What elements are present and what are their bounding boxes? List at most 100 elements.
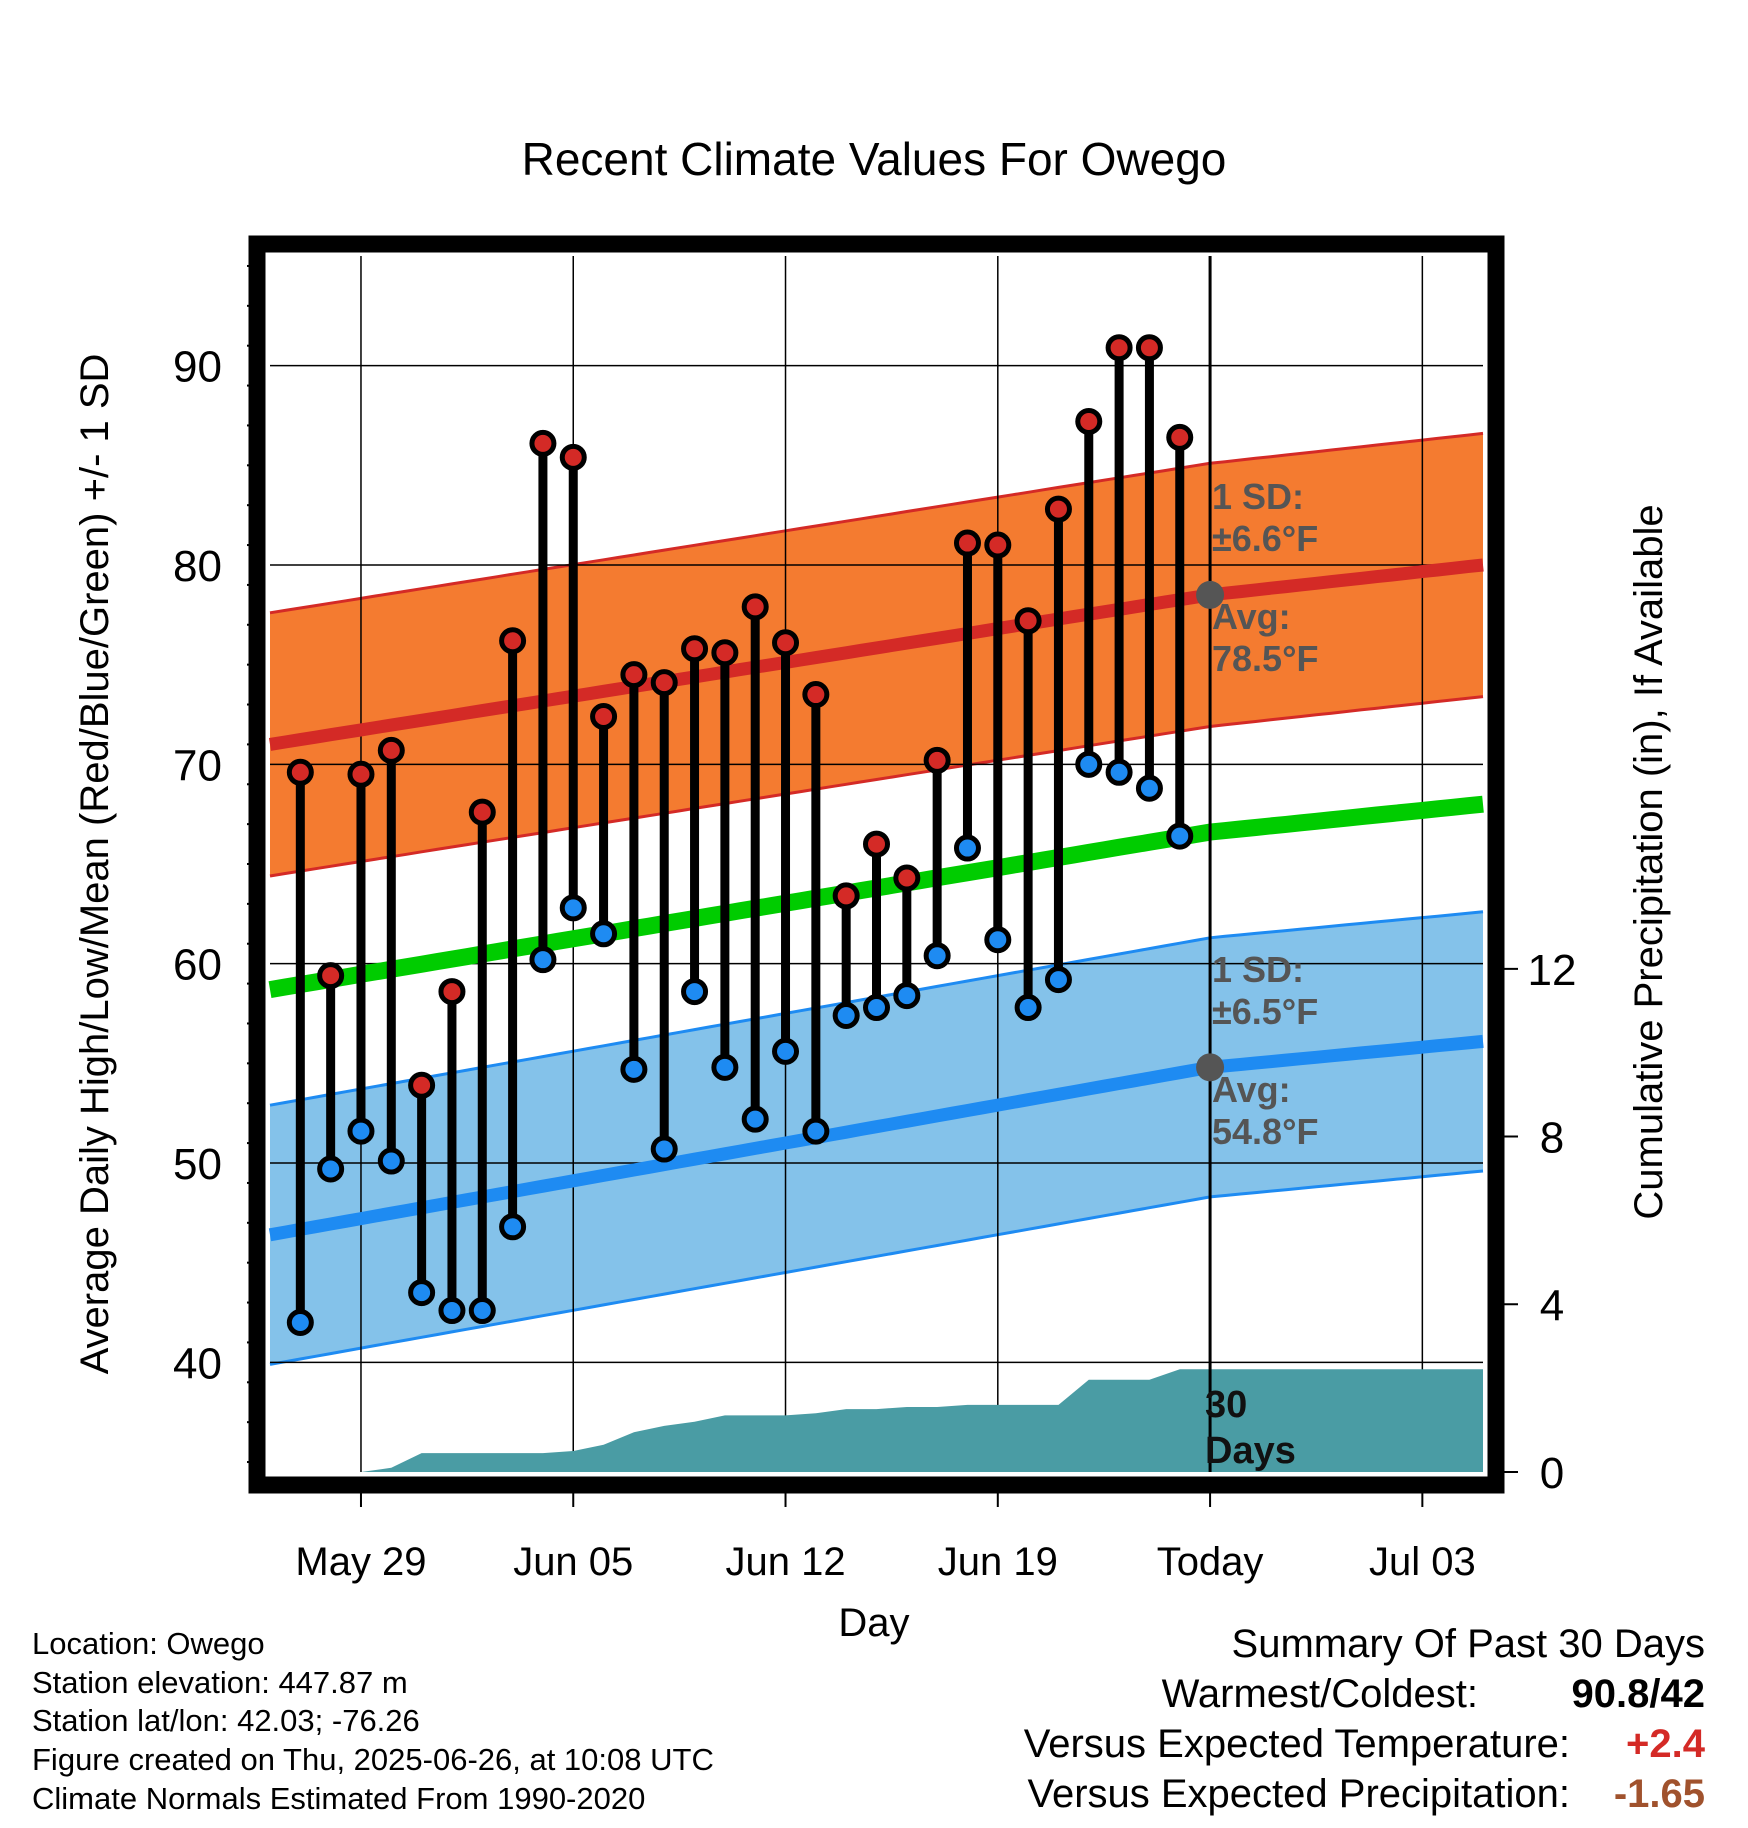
high-point <box>893 864 921 892</box>
low-point <box>953 834 981 862</box>
high-point <box>499 627 527 655</box>
low-point <box>984 926 1012 954</box>
high-point <box>711 639 739 667</box>
low-point <box>1075 750 1103 778</box>
temp-anomaly-value: +2.4 <box>1626 1722 1705 1766</box>
daily-range-stems <box>295 347 1185 1323</box>
low-point <box>863 994 890 1022</box>
low-point <box>772 1037 800 1065</box>
x-tick-label: Today <box>1157 1540 1264 1584</box>
high-point <box>1014 607 1042 635</box>
low-point <box>468 1297 496 1325</box>
high-sd-annotation-line-1: ±6.6°F <box>1212 518 1318 559</box>
precip-area <box>270 1369 1483 1472</box>
high-point <box>1166 423 1194 451</box>
low-point <box>347 1117 375 1145</box>
low-point <box>286 1308 314 1336</box>
location-text: Location: Owego <box>32 1626 265 1661</box>
x-tick-label: Jun 19 <box>938 1540 1058 1584</box>
x-tick-label: Jun 05 <box>513 1540 633 1584</box>
temp-anomaly-label: Versus Expected Temperature: <box>1023 1722 1570 1766</box>
low-sd-annotation-line-0: 1 SD: <box>1212 949 1304 990</box>
axes: 40 50 60 70 80 90 0 4 8 12 May 29 Jun 05 Jun 12 Jun 1… <box>173 264 1577 1584</box>
low-sd-band-lower-edge <box>269 1169 1484 1366</box>
low-avg-annotation-line-1: 54.8°F <box>1212 1111 1318 1152</box>
precip-anomaly-value: -1.65 <box>1613 1772 1705 1816</box>
chart-title: Recent Climate Values For Owego <box>522 133 1227 185</box>
low-point <box>1105 758 1133 786</box>
y2-tick-label: 8 <box>1540 1114 1564 1163</box>
high-point <box>438 978 466 1006</box>
y2-tick-label: 0 <box>1540 1449 1564 1498</box>
high-point <box>377 736 405 764</box>
y-tick-label: 60 <box>173 941 222 990</box>
high-sd-annotation-line-0: 1 SD: <box>1212 476 1304 517</box>
elevation-text: Station elevation: 447.87 m <box>32 1665 408 1700</box>
y-axis-label: Average Daily High/Low/Mean (Red/Blue/Gr… <box>73 354 117 1375</box>
high-sd-band-lower-edge <box>269 695 1484 878</box>
high-point <box>1105 334 1133 362</box>
low-point <box>408 1279 436 1307</box>
high-point <box>317 962 345 990</box>
high-point <box>741 593 769 621</box>
low-avg-annotation-line-0: Avg: <box>1212 1069 1291 1110</box>
low-point <box>741 1105 769 1133</box>
low-point <box>802 1117 830 1145</box>
high-point <box>923 746 951 774</box>
low-point <box>529 946 557 974</box>
y2-axis-label: Cumulative Precipitation (in), If Availa… <box>1627 504 1671 1219</box>
low-point <box>923 942 951 970</box>
x-tick-label: Jun 12 <box>725 1540 845 1584</box>
x-tick-label: Jul 03 <box>1369 1540 1476 1584</box>
high-avg-annotation-line-1: 78.5°F <box>1212 638 1318 679</box>
low-point <box>438 1297 466 1325</box>
chart-text: Recent Climate Values For Owego Day Averag… <box>73 133 1671 1645</box>
y-tick-label: 50 <box>173 1140 222 1189</box>
x-tick-label: May 29 <box>295 1540 426 1584</box>
high-point <box>408 1071 436 1099</box>
high-point <box>286 758 314 786</box>
high-point <box>984 531 1012 559</box>
high-point <box>953 529 981 557</box>
high-sd-band-upper-edge <box>269 431 1484 615</box>
y-tick-label: 40 <box>173 1339 222 1388</box>
high-point <box>681 635 709 663</box>
low-point <box>317 1155 345 1183</box>
high-point <box>772 629 800 657</box>
y2-tick-label: 12 <box>1528 946 1577 995</box>
low-point <box>650 1135 678 1163</box>
low-point <box>559 894 587 922</box>
high-avg-marker <box>1196 580 1225 609</box>
precip-area-group <box>270 1369 1483 1472</box>
high-point <box>1075 407 1103 435</box>
high-point <box>529 429 557 457</box>
low-point <box>681 978 709 1006</box>
low-sd-annotation-line-1: ±6.5°F <box>1212 991 1318 1032</box>
high-point <box>620 661 648 689</box>
y-tick-label: 80 <box>173 542 222 591</box>
low-point <box>711 1053 739 1081</box>
daily-points <box>286 334 1194 1336</box>
y2-tick-label: 4 <box>1540 1281 1564 1330</box>
today-marker-group <box>1196 256 1225 1472</box>
high-point <box>1135 334 1163 362</box>
y-tick-label: 90 <box>173 343 222 392</box>
low-point <box>620 1055 648 1083</box>
high-point <box>468 798 496 826</box>
window-annotation-line-1: Days <box>1205 1430 1296 1472</box>
latlon-text: Station lat/lon: 42.03; -76.26 <box>32 1703 420 1738</box>
low-avg-marker <box>1196 1053 1225 1082</box>
high-point <box>802 681 830 709</box>
low-point <box>1014 994 1042 1022</box>
x-axis-label: Day <box>838 1601 909 1645</box>
high-point <box>863 830 890 858</box>
high-point <box>590 702 618 730</box>
created-text: Figure created on Thu, 2025-06-26, at 10… <box>32 1742 714 1777</box>
high-point <box>650 669 678 697</box>
normal-low-line <box>268 1034 1484 1242</box>
normal-high-line <box>268 558 1484 751</box>
low-point <box>377 1147 405 1175</box>
y-tick-label: 70 <box>173 741 222 790</box>
low-point <box>832 1002 860 1030</box>
